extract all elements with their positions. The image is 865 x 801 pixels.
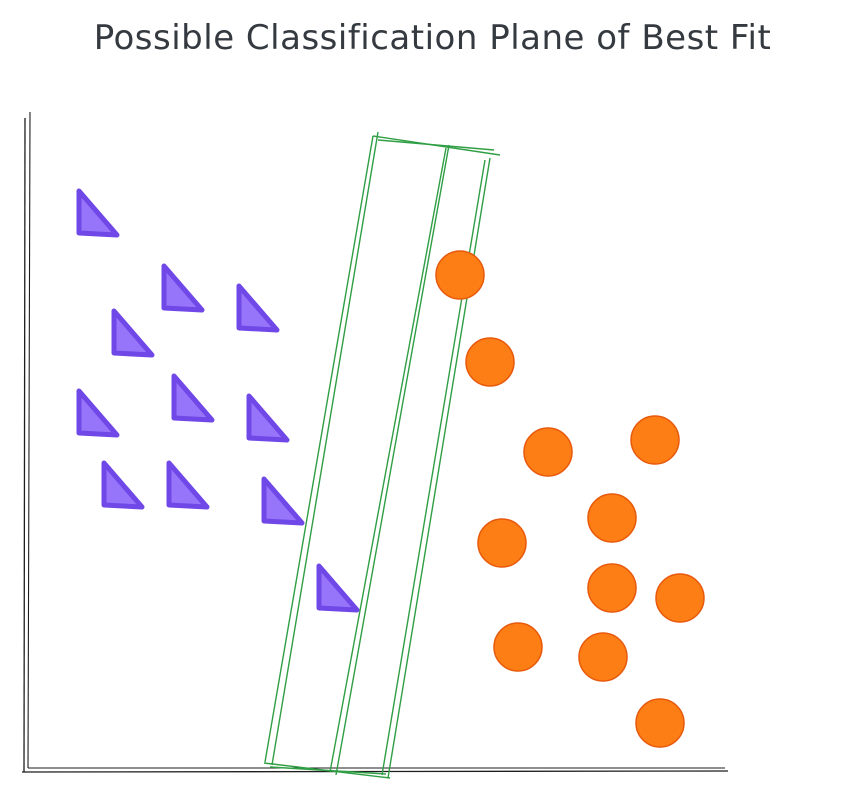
triangle-point bbox=[236, 283, 280, 333]
triangle-point bbox=[76, 388, 120, 438]
plane-margin-left-sketch bbox=[271, 131, 379, 766]
axes bbox=[21, 111, 729, 773]
plane-margin-left bbox=[264, 135, 374, 763]
triangle-point bbox=[246, 393, 290, 443]
triangle-point bbox=[161, 263, 205, 313]
triangle-point bbox=[171, 373, 215, 423]
circle-point bbox=[523, 427, 573, 477]
triangle-point bbox=[101, 460, 145, 510]
plane-top-edge-sketch bbox=[377, 139, 495, 151]
circle-point bbox=[435, 250, 485, 300]
circle-point bbox=[587, 563, 637, 613]
circle-point bbox=[477, 518, 527, 568]
data-points bbox=[76, 188, 705, 748]
plane-margin-right bbox=[387, 157, 491, 779]
plane-center-line bbox=[329, 147, 447, 773]
circle-point bbox=[630, 415, 680, 465]
diagram-title: Possible Classification Plane of Best Fi… bbox=[93, 18, 772, 58]
y-axis-sketch bbox=[27, 111, 31, 769]
circle-point bbox=[635, 698, 685, 748]
classification-plane bbox=[263, 131, 501, 779]
y-axis bbox=[23, 117, 26, 773]
plane-center-line-sketch bbox=[335, 144, 450, 776]
circle-point bbox=[578, 632, 628, 682]
plane-bottom-edge-sketch bbox=[269, 766, 387, 775]
triangle-point bbox=[316, 563, 360, 613]
x-axis bbox=[21, 770, 729, 773]
triangle-point bbox=[166, 460, 210, 510]
triangle-point bbox=[261, 476, 305, 526]
circle-point bbox=[587, 493, 637, 543]
circle-point bbox=[655, 573, 705, 623]
circle-point bbox=[493, 622, 543, 672]
circle-point bbox=[465, 337, 515, 387]
triangle-point bbox=[111, 308, 155, 358]
triangle-point bbox=[76, 188, 120, 238]
